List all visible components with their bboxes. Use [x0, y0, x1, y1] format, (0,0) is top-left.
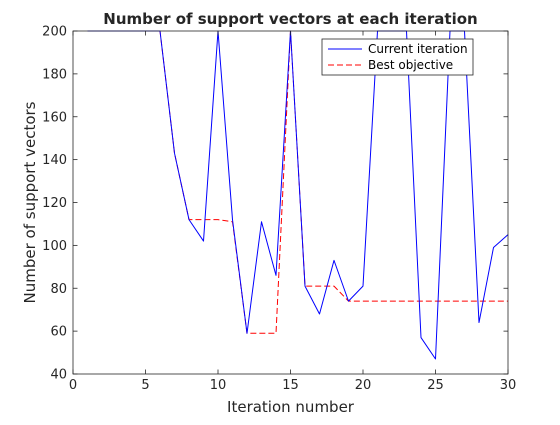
legend-label-current-iteration: Current iteration — [368, 42, 468, 56]
y-tick-label: 80 — [50, 282, 67, 297]
x-axis-label: Iteration number — [227, 398, 355, 416]
x-tick-label: 15 — [282, 378, 299, 393]
x-tick-label: 0 — [69, 378, 77, 393]
x-tick-label: 5 — [141, 378, 149, 393]
legend: Current iteration Best objective — [321, 38, 474, 76]
y-tick-label: 180 — [42, 67, 67, 82]
x-tick-label: 10 — [210, 378, 227, 393]
y-tick-label: 60 — [50, 325, 67, 340]
y-tick-label: 100 — [42, 239, 67, 254]
legend-box — [321, 38, 474, 76]
x-tick-label: 20 — [355, 378, 372, 393]
y-axis-label: Number of support vectors — [21, 101, 39, 303]
y-tick-label: 200 — [42, 25, 67, 40]
x-tick-label: 30 — [500, 378, 517, 393]
x-tick-label: 25 — [427, 378, 444, 393]
chart-title: Number of support vectors at each iterat… — [103, 10, 477, 28]
legend-label-best-objective: Best objective — [368, 58, 453, 72]
plot-area — [73, 31, 508, 374]
y-tick-label: 140 — [42, 153, 67, 168]
y-tick-label: 40 — [50, 368, 67, 383]
y-tick-label: 120 — [42, 196, 67, 211]
y-tick-label: 160 — [42, 110, 67, 125]
